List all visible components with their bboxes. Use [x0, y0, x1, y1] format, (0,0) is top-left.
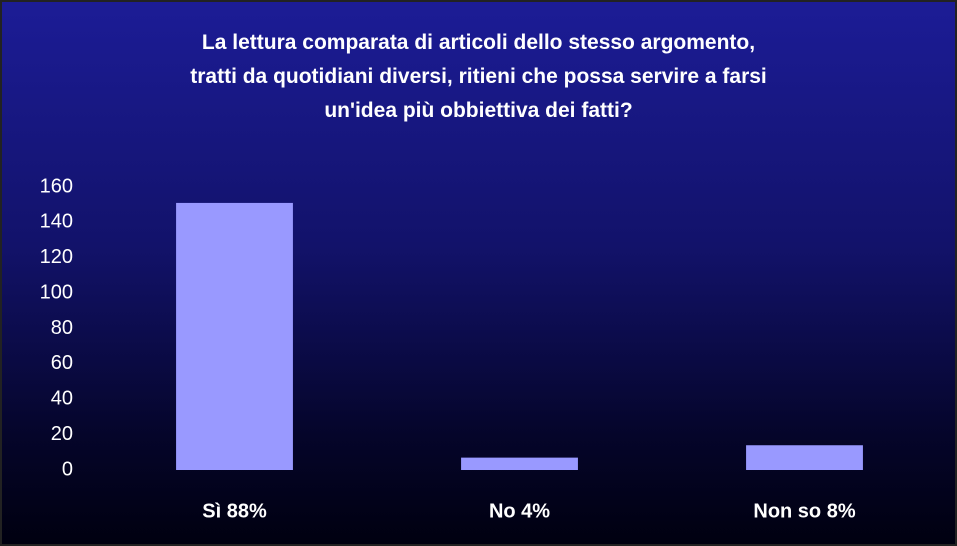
bar — [461, 457, 578, 470]
y-tick-label: 160 — [40, 175, 73, 197]
y-tick-label: 80 — [51, 317, 73, 339]
y-tick-label: 40 — [51, 388, 73, 410]
bar — [176, 202, 293, 470]
y-tick-label: 120 — [40, 246, 73, 268]
y-tick-label: 0 — [62, 458, 73, 480]
y-tick-label: 100 — [40, 281, 73, 303]
y-tick-label: 140 — [40, 211, 73, 233]
y-tick-label: 20 — [51, 423, 73, 445]
x-tick-label: Non so 8% — [753, 500, 855, 522]
x-tick-label: No 4% — [489, 500, 550, 522]
y-tick-label: 60 — [51, 352, 73, 374]
x-tick-label: Sì 88% — [202, 500, 267, 522]
bar — [746, 445, 863, 470]
chart-title: La lettura comparata di articoli dello s… — [190, 31, 767, 122]
